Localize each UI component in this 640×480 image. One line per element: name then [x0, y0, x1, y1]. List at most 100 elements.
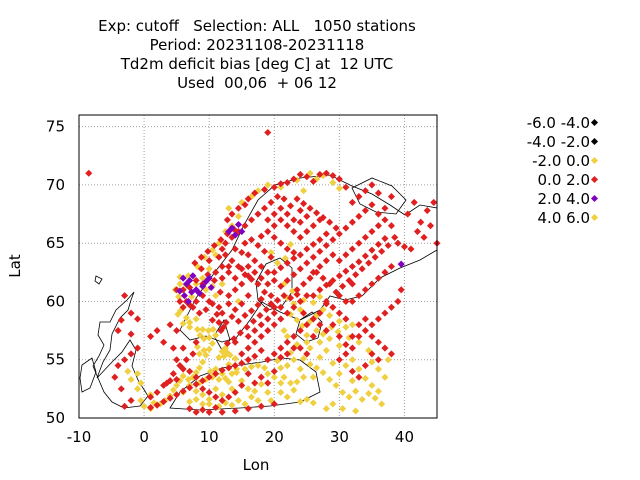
data-point — [387, 350, 395, 358]
data-point — [355, 332, 363, 340]
data-point — [352, 271, 360, 279]
data-point — [231, 355, 239, 363]
data-point — [326, 218, 334, 226]
data-point — [140, 402, 148, 410]
data-point — [244, 262, 252, 271]
data-point — [381, 309, 389, 317]
data-point — [313, 209, 321, 217]
data-point — [296, 251, 304, 259]
data-point — [355, 258, 363, 266]
data-point — [277, 388, 285, 396]
data-point — [348, 245, 356, 253]
data-point — [192, 338, 200, 346]
data-point — [196, 331, 204, 339]
data-point — [303, 173, 311, 181]
data-point — [189, 350, 197, 358]
data-point — [270, 400, 278, 408]
data-point — [173, 327, 181, 335]
data-point — [218, 280, 226, 288]
data-point — [207, 283, 215, 292]
data-point — [247, 216, 256, 224]
data-point — [296, 218, 304, 226]
data-point — [238, 381, 246, 389]
legend-label: 2.0 4.0 — [537, 190, 590, 208]
data-point — [368, 381, 376, 389]
data-point — [241, 311, 249, 319]
data-point — [228, 313, 236, 321]
data-point — [205, 297, 213, 305]
data-point — [270, 350, 278, 358]
data-point — [127, 309, 135, 317]
data-point — [254, 210, 262, 218]
data-point — [241, 365, 249, 373]
data-point — [186, 318, 194, 326]
data-point — [293, 286, 301, 294]
data-point — [309, 177, 317, 185]
data-point — [277, 239, 285, 247]
data-point — [225, 292, 233, 300]
data-point — [238, 359, 246, 367]
data-point — [355, 193, 363, 201]
data-point — [280, 195, 288, 203]
data-point — [257, 274, 265, 282]
data-point — [358, 395, 366, 403]
data-point — [166, 394, 174, 402]
data-point — [121, 292, 129, 300]
data-point — [225, 364, 233, 372]
data-point — [184, 297, 192, 305]
data-point — [300, 373, 308, 381]
legend-marker — [590, 137, 599, 146]
data-point — [381, 373, 389, 381]
data-point — [322, 169, 330, 177]
data-point — [205, 265, 213, 273]
data-point — [374, 210, 382, 218]
data-point — [293, 378, 301, 386]
data-point — [117, 385, 125, 393]
data-point — [293, 290, 301, 299]
data-point — [329, 276, 337, 285]
data-point — [303, 321, 311, 329]
data-point — [205, 257, 213, 265]
data-point — [335, 356, 343, 364]
y-axis-label: Lat — [6, 254, 24, 278]
data-point — [260, 364, 269, 372]
data-point — [293, 316, 301, 324]
data-point — [374, 387, 382, 395]
data-point — [342, 267, 350, 275]
data-point — [322, 346, 330, 354]
data-point — [212, 268, 220, 276]
data-point — [322, 300, 330, 308]
data-point — [247, 393, 256, 401]
data-point — [339, 282, 347, 290]
data-point — [361, 207, 369, 215]
data-point — [316, 247, 324, 255]
data-point — [212, 365, 220, 373]
x-tick-label: -10 — [67, 428, 92, 446]
data-point — [355, 373, 363, 381]
data-point — [257, 262, 265, 271]
data-point — [244, 251, 252, 259]
data-point — [270, 222, 278, 230]
title-line: Period: 20231108-20231118 — [149, 36, 365, 54]
data-point — [290, 332, 298, 340]
data-point — [195, 289, 203, 297]
data-point — [179, 365, 187, 373]
data-point — [173, 391, 181, 399]
data-point — [218, 396, 226, 405]
data-point — [358, 265, 366, 273]
data-point — [348, 198, 356, 206]
data-point — [371, 394, 379, 402]
data-point — [270, 268, 278, 276]
data-point — [257, 373, 265, 381]
data-point — [326, 376, 334, 384]
data-point — [283, 179, 291, 187]
data-point — [257, 346, 265, 354]
data-point — [160, 398, 168, 406]
data-point — [303, 350, 311, 358]
data-point — [368, 181, 376, 189]
data-point — [225, 204, 233, 212]
data-point — [306, 274, 314, 282]
data-point — [179, 344, 187, 352]
data-point — [238, 280, 246, 288]
data-point — [413, 228, 422, 236]
